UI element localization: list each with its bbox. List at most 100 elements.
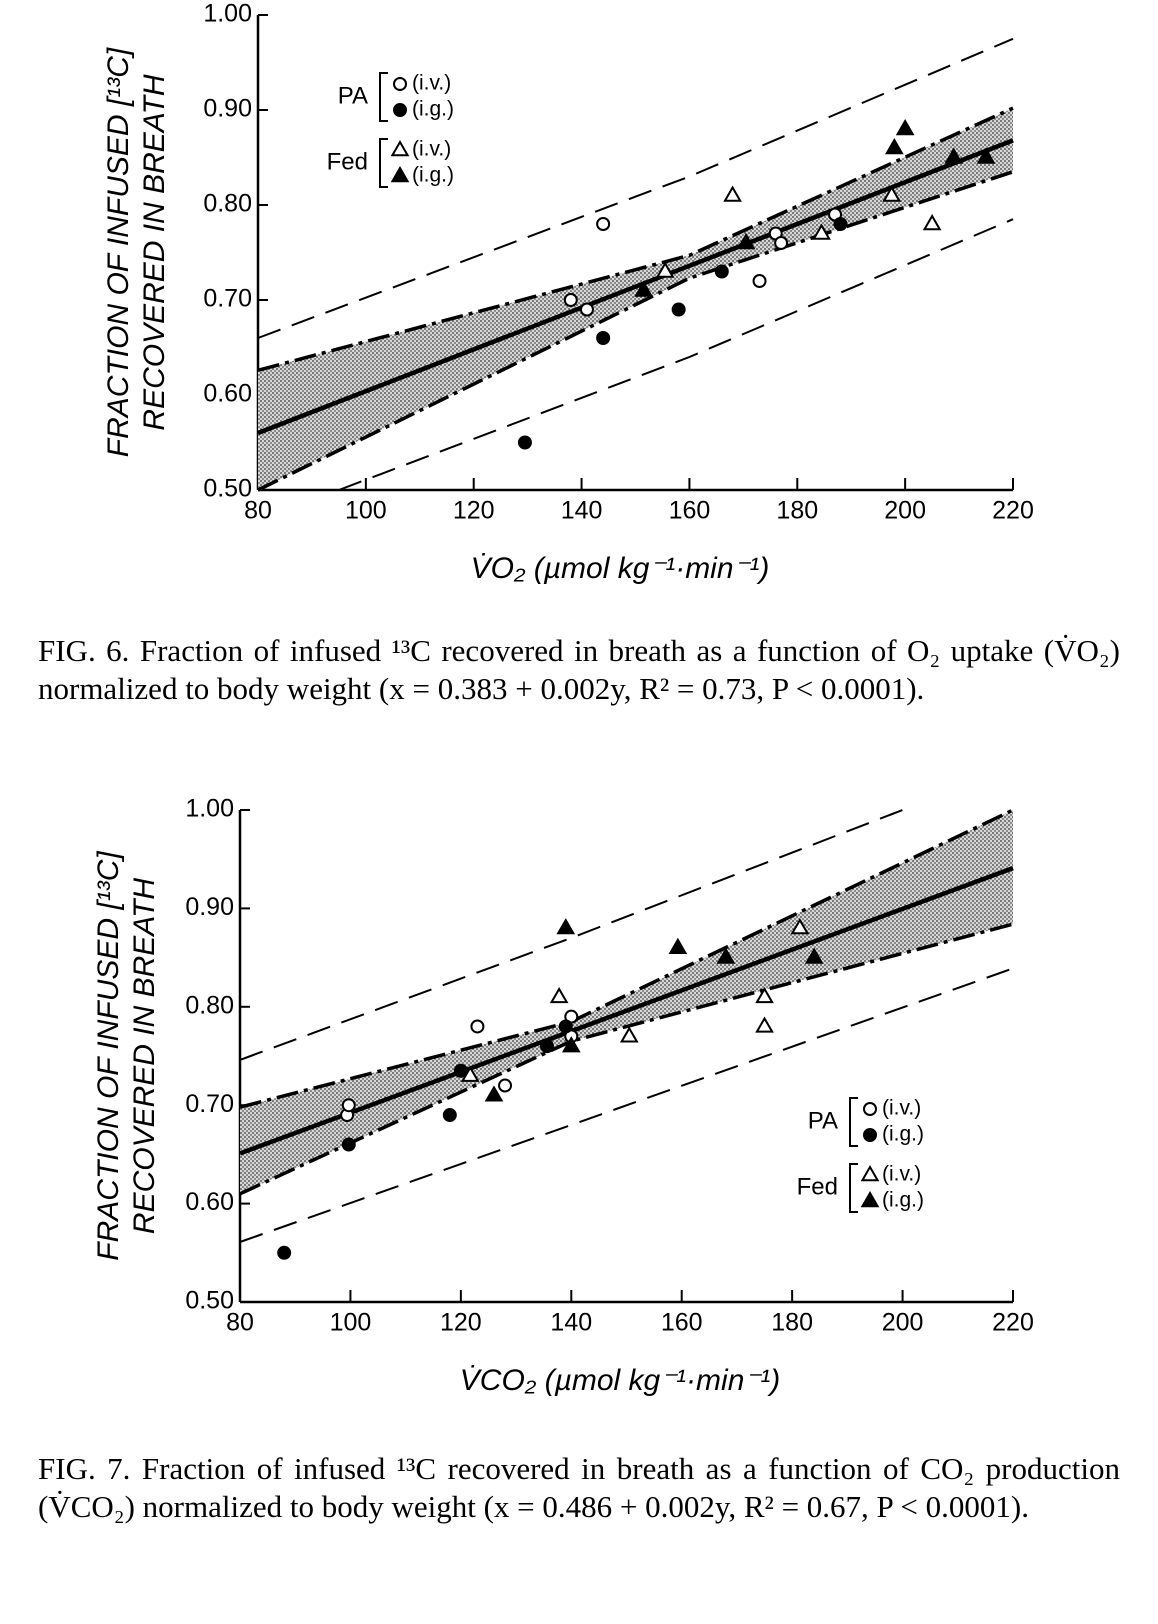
triangle-marker [619,1026,639,1043]
triangle-marker [812,223,831,240]
x-tick-label: 180 [771,1309,813,1337]
legend-bracket [849,1097,858,1147]
circle-marker [442,1108,457,1123]
circle-marker [539,1039,554,1054]
triangle-marker [922,213,942,231]
circle-marker [470,1019,485,1034]
legend-marker [860,1190,880,1208]
circle-marker [517,435,532,450]
circle-marker [558,1019,573,1034]
triangle-marker [976,147,996,164]
legend-marker [393,77,407,91]
x-tick-label: 160 [661,1309,703,1337]
circle-marker [596,331,611,345]
legend-group: Fed [797,1173,838,1200]
circle-marker [341,1137,356,1152]
legend-label: (i.g.) [412,164,454,187]
circle-marker [752,274,767,288]
confidence-limit [257,106,1014,372]
triangle-marker [556,918,576,935]
x-tick-label: 200 [882,1309,924,1337]
prediction-limit [239,967,1014,1243]
legend-label: (i.v.) [882,1163,921,1186]
confidence-limit [239,922,1014,1196]
confidence-limit [239,808,1014,1109]
y-tick-label: 0.70 [185,1090,234,1118]
circle-marker [277,1245,292,1260]
legend-label: (i.g.) [882,1123,924,1146]
y-tick-label: 0.60 [185,1188,234,1216]
y-tick-label: 1.00 [203,0,252,28]
triangle-marker [895,118,915,136]
circle-marker [341,1098,356,1113]
triangle-marker [668,937,688,954]
legend-group: PA [808,1107,838,1134]
x-tick-label: 100 [345,497,387,525]
y-tick-label: 0.80 [185,991,234,1019]
triangle-marker [755,986,774,1004]
circle-marker [453,1063,468,1078]
y-axis-label: FRACTION OF INFUSED [¹³C] [102,47,135,457]
circle-marker [833,217,848,231]
triangle-marker [736,232,756,250]
x-tick-label: 160 [669,497,711,525]
legend-label: (i.v.) [412,72,451,95]
triangle-marker [716,947,736,964]
x-tick-label: 120 [453,497,495,525]
y-tick-label: 0.50 [203,475,252,503]
x-tick-label: 100 [330,1309,372,1337]
triangle-marker [655,261,675,278]
legend-marker [863,1128,877,1142]
confidence-band [258,108,1013,490]
x-tick-label: 120 [440,1309,482,1337]
y-tick-label: 0.90 [185,893,234,921]
regression-line [257,138,1014,436]
y-tick-label: 0.60 [203,380,252,408]
legend-label: (i.v.) [882,1097,921,1120]
confidence-limit [257,170,1014,492]
y-axis-label: RECOVERED IN BREATH [138,74,171,430]
x-axis-label: V̇CO₂ (µmol kg⁻¹·min⁻¹) [460,1364,780,1397]
y-tick-label: 0.50 [185,1287,234,1315]
legend-group: Fed [327,148,368,175]
prediction-limit [257,37,1014,339]
y-tick-label: 0.70 [203,285,252,313]
triangle-marker [882,185,901,202]
figure-caption: FIG. 6. Fraction of infused ¹³C recovere… [38,633,1120,706]
triangle-marker [460,1065,480,1082]
circle-marker [498,1078,513,1093]
triangle-marker [561,1036,581,1053]
circle-marker [671,302,686,317]
triangle-marker [723,185,742,202]
triangle-marker [755,1016,774,1033]
x-tick-label: 220 [992,1309,1034,1337]
triangle-marker [549,986,569,1004]
triangle-marker [790,918,810,935]
prediction-limit [338,218,1014,491]
circle-marker [596,217,611,231]
x-tick-label: 220 [992,497,1034,525]
triangle-marker [484,1085,504,1102]
y-axis-label: RECOVERED IN BREATH [128,878,161,1234]
triangle-marker [634,280,653,297]
legend-marker [390,139,410,157]
regression-line [239,865,1014,1156]
legend-marker [393,103,407,117]
x-tick-label: 200 [884,497,926,525]
x-tick-label: 180 [776,497,818,525]
y-tick-label: 0.80 [203,190,252,218]
prediction-limit [239,809,903,1061]
x-tick-label: 140 [561,497,603,525]
y-axis-label: FRACTION OF INFUSED [¹³C] [92,851,125,1261]
confidence-band [240,810,1013,1194]
legend-label: (i.g.) [882,1189,924,1212]
triangle-marker [804,947,824,964]
figure-caption: FIG. 7. Fraction of infused ¹³C recovere… [38,1451,1120,1524]
legend-marker [863,1102,877,1116]
legend-marker [390,165,410,183]
circle-marker [579,302,594,317]
legend-bracket [379,72,388,122]
triangle-marker [944,147,964,164]
